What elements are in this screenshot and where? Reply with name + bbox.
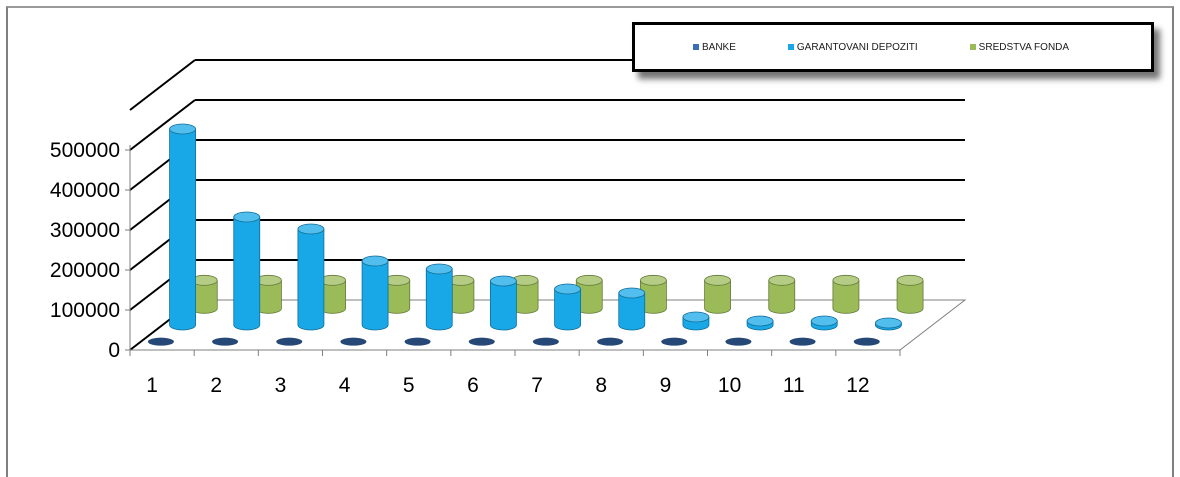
bar-garantovani-depoziti bbox=[233, 211, 261, 331]
x-tick-label: 5 bbox=[403, 374, 415, 397]
x-tick-label: 2 bbox=[210, 374, 222, 397]
bar-sredstva-fonda bbox=[832, 274, 860, 314]
legend-label-sredstva-fonda: SREDSTVA FONDA bbox=[978, 41, 1070, 53]
y-tick-label: 100000 bbox=[50, 299, 120, 322]
x-tick-label: 3 bbox=[275, 374, 287, 397]
bar-garantovani-depoziti bbox=[490, 275, 517, 331]
y-tick-label: 500000 bbox=[50, 139, 120, 162]
bar-garantovani-depoziti bbox=[875, 317, 902, 331]
legend-item-banke: BANKE bbox=[693, 42, 736, 53]
legend-item-sredstva-fonda: SREDSTVA FONDA bbox=[969, 41, 1070, 53]
bar-garantovani-depoziti bbox=[425, 263, 453, 331]
x-tick-label: 12 bbox=[846, 374, 869, 397]
bar-garantovani-depoziti bbox=[297, 223, 325, 331]
legend-label-garantovani-depoziti: GARANTOVANI DEPOZITI bbox=[796, 41, 918, 53]
bar-banke bbox=[276, 337, 303, 346]
x-tick-label: 11 bbox=[783, 374, 805, 397]
gridline-diagonal bbox=[129, 99, 196, 151]
bar-banke bbox=[468, 337, 495, 346]
legend-swatch-sredstva-fonda bbox=[969, 44, 976, 50]
bar-garantovani-depoziti bbox=[361, 255, 389, 331]
bar-banke bbox=[404, 337, 431, 346]
bar-banke bbox=[597, 337, 624, 346]
chart-area bbox=[6, 6, 1174, 477]
bar-garantovani-depoziti bbox=[618, 287, 646, 331]
bar-banke bbox=[532, 337, 559, 346]
bar-sredstva-fonda bbox=[319, 274, 346, 314]
bar-banke bbox=[661, 337, 688, 346]
bar-banke bbox=[147, 337, 174, 346]
bar-garantovani-depoziti bbox=[746, 315, 774, 331]
bar-sredstva-fonda bbox=[640, 274, 667, 314]
chart-legend: BANKE GARANTOVANI DEPOZITI SREDSTVA FOND… bbox=[632, 22, 1154, 72]
bar-sredstva-fonda bbox=[447, 274, 475, 314]
bar-garantovani-depoziti bbox=[169, 123, 196, 331]
legend-swatch-banke bbox=[693, 44, 699, 50]
x-tick-label: 6 bbox=[467, 374, 479, 397]
bar-garantovani-depoziti bbox=[682, 311, 710, 331]
y-tick-label: 400000 bbox=[50, 179, 120, 202]
x-tick-label: 1 bbox=[146, 374, 158, 397]
bar-banke bbox=[853, 337, 880, 346]
bar-banke bbox=[340, 337, 367, 346]
y-tick-label: 300000 bbox=[50, 219, 120, 242]
bar-sredstva-fonda bbox=[768, 274, 796, 314]
x-tick-label: 4 bbox=[339, 374, 351, 397]
x-tick-label: 7 bbox=[531, 374, 543, 397]
gridline-diagonal bbox=[129, 59, 196, 111]
x-tick-label: 10 bbox=[718, 374, 741, 397]
back-wall bbox=[195, 50, 965, 300]
legend-swatch-garantovani-depoziti bbox=[787, 44, 794, 50]
bar-banke bbox=[789, 337, 816, 346]
bar-sredstva-fonda bbox=[575, 274, 603, 314]
legend-item-garantovani-depoziti: GARANTOVANI DEPOZITI bbox=[787, 41, 918, 53]
bar-banke bbox=[725, 337, 752, 346]
y-tick-label: 0 bbox=[108, 339, 120, 362]
x-tick-label: 9 bbox=[660, 374, 672, 397]
bar-sredstva-fonda bbox=[896, 274, 924, 314]
y-tick-label: 200000 bbox=[50, 259, 120, 282]
bar-garantovani-depoziti bbox=[554, 283, 581, 331]
bar-sredstva-fonda bbox=[190, 274, 218, 314]
legend-label-banke: BANKE bbox=[702, 41, 736, 53]
x-tick-label: 8 bbox=[595, 374, 607, 397]
bar-sredstva-fonda bbox=[383, 274, 411, 314]
bar-banke bbox=[212, 337, 239, 346]
bar-garantovani-depoziti bbox=[810, 315, 838, 331]
bar-sredstva-fonda bbox=[704, 274, 731, 314]
